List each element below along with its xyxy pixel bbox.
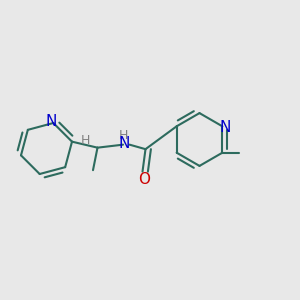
Text: N: N — [45, 114, 57, 129]
Text: H: H — [118, 129, 128, 142]
Text: N: N — [119, 136, 130, 151]
Text: H: H — [81, 134, 90, 147]
Text: N: N — [219, 120, 230, 135]
Text: O: O — [138, 172, 150, 187]
